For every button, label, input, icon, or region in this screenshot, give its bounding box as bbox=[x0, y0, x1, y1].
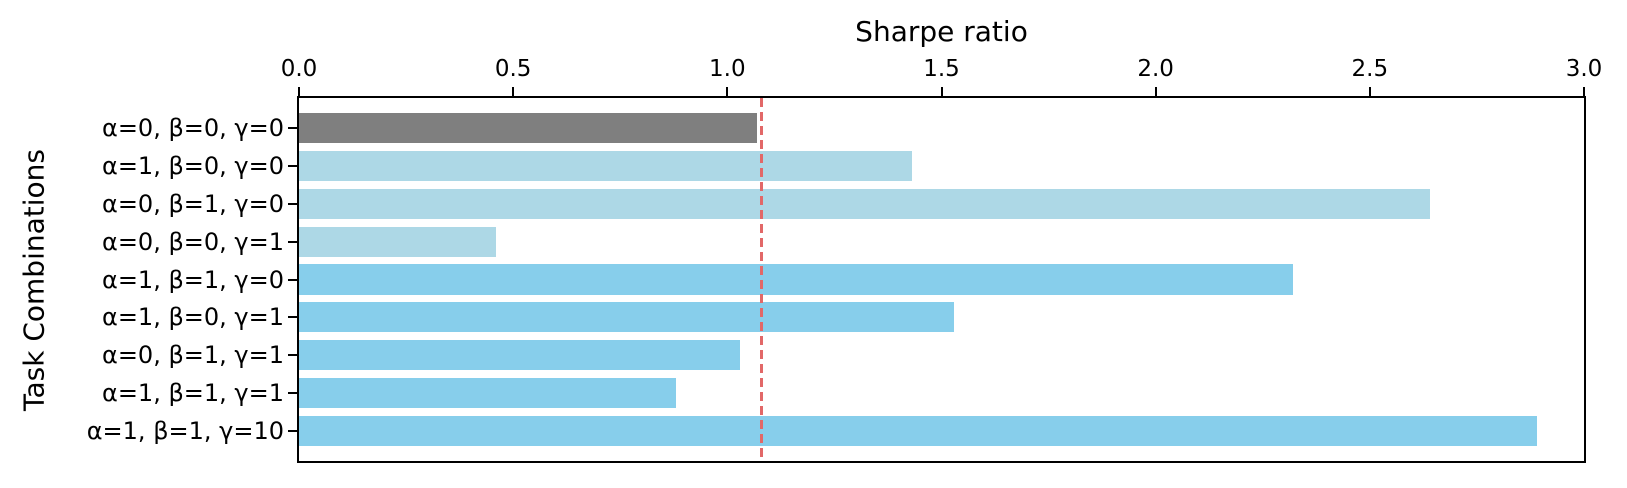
xtick-label-0.0: 0.0 bbox=[280, 56, 318, 82]
bar-7 bbox=[299, 377, 676, 409]
ytick-label-1: α=1, β=0, γ=0 bbox=[102, 152, 284, 181]
bar-0 bbox=[299, 113, 758, 144]
ytick-mark-5 bbox=[288, 316, 297, 319]
xtick-label-1.0: 1.0 bbox=[709, 56, 746, 82]
ytick-mark-4 bbox=[288, 278, 297, 281]
bar-1 bbox=[299, 150, 912, 182]
xtick-mark-0.5 bbox=[512, 87, 515, 96]
ytick-label-7: α=1, β=1, γ=1 bbox=[102, 378, 284, 407]
ytick-mark-8 bbox=[288, 429, 297, 432]
ytick-mark-2 bbox=[288, 202, 297, 205]
bar-3 bbox=[299, 226, 497, 257]
xtick-label-3.0: 3.0 bbox=[1565, 56, 1603, 82]
ytick-mark-7 bbox=[288, 391, 297, 394]
bar-2 bbox=[299, 188, 1430, 219]
ytick-mark-3 bbox=[288, 240, 297, 243]
xtick-label-2.5: 2.5 bbox=[1351, 56, 1389, 82]
bar-8 bbox=[299, 415, 1537, 446]
xtick-label-1.5: 1.5 bbox=[923, 56, 960, 82]
ytick-mark-6 bbox=[288, 354, 297, 357]
xtick-mark-2.5 bbox=[1368, 87, 1371, 96]
ytick-label-8: α=1, β=1, γ=10 bbox=[86, 416, 284, 445]
xtick-mark-1.5 bbox=[940, 87, 943, 96]
xtick-mark-3.0 bbox=[1583, 87, 1585, 96]
ytick-mark-0 bbox=[288, 127, 297, 130]
x-axis-title: Sharpe ratio bbox=[855, 15, 1028, 48]
xtick-label-0.5: 0.5 bbox=[494, 56, 532, 82]
ytick-label-2: α=0, β=1, γ=0 bbox=[102, 189, 284, 218]
reference-line bbox=[760, 98, 764, 461]
bar-6 bbox=[299, 340, 741, 371]
ytick-mark-1 bbox=[288, 165, 297, 168]
bar-4 bbox=[299, 264, 1293, 295]
xtick-mark-1.0 bbox=[726, 87, 729, 96]
xtick-mark-2.0 bbox=[1154, 87, 1157, 96]
ytick-label-0: α=0, β=0, γ=0 bbox=[102, 114, 284, 143]
ytick-label-4: α=1, β=1, γ=0 bbox=[102, 265, 284, 294]
plot-area bbox=[297, 96, 1586, 463]
ytick-label-5: α=1, β=0, γ=1 bbox=[102, 303, 284, 332]
ytick-label-3: α=0, β=0, γ=1 bbox=[102, 227, 284, 256]
xtick-mark-0.0 bbox=[298, 87, 300, 96]
ytick-label-6: α=0, β=1, γ=1 bbox=[102, 341, 284, 370]
xtick-label-2.0: 2.0 bbox=[1137, 56, 1174, 82]
bar-5 bbox=[299, 302, 955, 333]
